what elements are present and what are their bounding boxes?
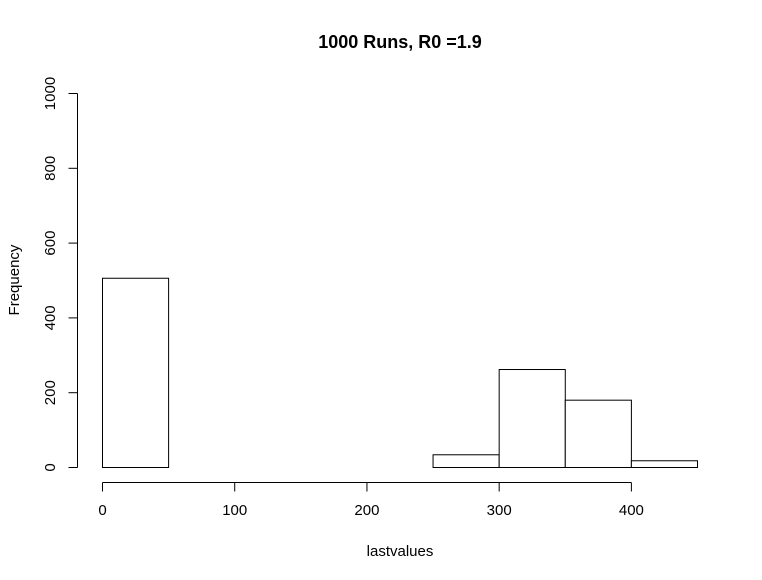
y-tick-label: 600 [42,231,59,256]
histogram-bar-0 [102,277,170,469]
histogram-bars [102,277,699,469]
y-tick-label: 400 [42,305,59,330]
y-tick-label: 1000 [42,77,59,110]
y-tick-label: 200 [42,380,59,405]
histogram-bar-7 [564,399,632,468]
y-axis: 0 200 400 600 800 1000 [42,77,78,472]
histogram-bar-5 [432,454,500,468]
x-tick-label: 100 [222,502,247,519]
histogram-bar-6 [498,369,566,468]
x-tick-label: 300 [487,502,512,519]
x-tick-label: 200 [354,502,379,519]
x-axis-label: lastvalues [367,543,434,560]
y-axis-label: Frequency [6,244,23,315]
chart-title: 1000 Runs, R0 =1.9 [318,32,482,52]
x-axis: 0 100 200 300 400 [98,482,644,519]
y-tick-label: 0 [42,463,59,471]
x-tick-label: 0 [98,502,106,519]
x-tick-label: 400 [619,502,644,519]
histogram-bar-8 [630,460,699,469]
y-tick-label: 800 [42,156,59,181]
